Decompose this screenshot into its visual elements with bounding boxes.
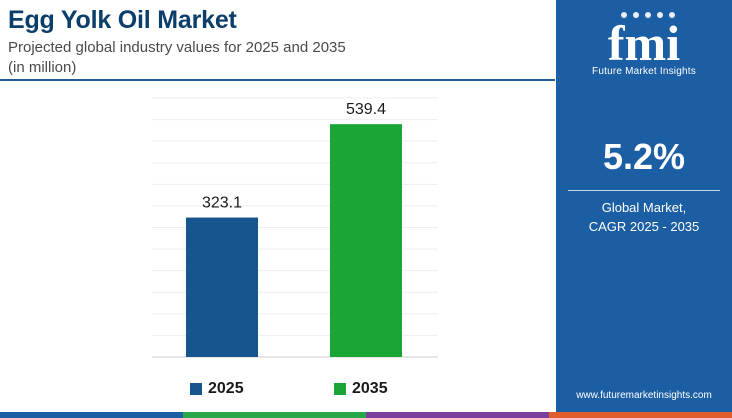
chart-value-labels: 323.1 539.4: [202, 101, 386, 211]
subtitle-line-2: (in million): [8, 59, 77, 76]
chart-legend: 2025 2035: [0, 380, 555, 402]
legend-swatch-2025: [190, 383, 202, 395]
legend-item-2035: 2035: [334, 380, 388, 398]
cagr-label-line-2: CAGR 2025 - 2035: [588, 219, 700, 234]
bar-chart: 323.1 539.4: [152, 97, 438, 358]
bottom-color-strip: [0, 412, 732, 418]
legend-item-2025: 2025: [190, 380, 244, 398]
logo-tagline: Future Market Insights: [592, 66, 696, 77]
logo-wordmark: fmi: [608, 15, 680, 66]
bar-2025: [186, 217, 258, 357]
fmi-logo: fmi: [608, 12, 680, 66]
chart-bars: [186, 124, 402, 357]
cagr-value: 5.2%: [602, 136, 686, 177]
color-strip-segment: [366, 412, 549, 418]
legend-label-2025: 2025: [208, 380, 244, 397]
website-link[interactable]: www.futuremarketinsights.com: [576, 390, 712, 401]
cagr-label: Global Market, CAGR 2025 - 2035: [556, 198, 732, 236]
panel-divider: [568, 190, 720, 191]
subtitle-line-1: Projected global industry values for 202…: [8, 39, 346, 56]
cagr-label-line-1: Global Market,: [601, 200, 687, 215]
insight-panel: fmi Future Market Insights 5.2% Global M…: [556, 0, 732, 412]
color-strip-segment: [183, 412, 366, 418]
color-strip-segment: [549, 412, 732, 418]
value-label-2025: 323.1: [202, 195, 242, 212]
color-strip-segment: [0, 412, 183, 418]
bar-2035: [330, 124, 402, 357]
header-divider: [0, 79, 555, 81]
legend-label-2035: 2035: [352, 380, 388, 397]
chart-title: Egg Yolk Oil Market: [8, 6, 237, 34]
chart-subtitle: Projected global industry values for 202…: [8, 38, 428, 78]
value-label-2035: 539.4: [346, 101, 386, 118]
legend-swatch-2035: [334, 383, 346, 395]
